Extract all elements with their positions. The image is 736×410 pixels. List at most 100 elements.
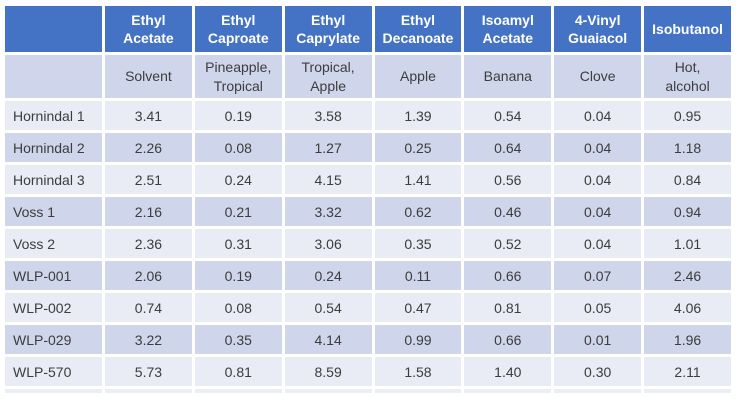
column-header-ethyl-caproate: Ethyl Caproate: [191, 3, 285, 55]
row-label: WLP-029: [2, 322, 105, 357]
value-cell: 3.58: [281, 98, 375, 133]
row-label: Hornindal 2: [2, 130, 105, 165]
value-cell: 0.08: [191, 130, 285, 165]
value-cell: 2.46: [641, 258, 734, 293]
value-cell: 0.66: [461, 258, 555, 293]
column-header-ethyl-caprylate: Ethyl Caprylate: [281, 3, 375, 55]
value-cell: 0.04: [551, 226, 645, 261]
value-cell: 0.54: [461, 98, 555, 133]
row-label: Voss 2: [2, 226, 105, 261]
column-header-isoamyl-acetate: Isoamyl Acetate: [461, 3, 555, 55]
value-cell: 0.35: [191, 322, 285, 357]
value-cell: 0.54: [281, 290, 375, 325]
value-cell: 1.41: [371, 162, 465, 197]
value-cell: 2.06: [102, 258, 195, 293]
value-cell: 0.08: [191, 290, 285, 325]
value-cell: 0.31: [191, 226, 285, 261]
value-cell: 0.94: [641, 194, 734, 229]
table-row: Voss 1 2.16 0.21 3.32 0.62 0.46 0.04 0.94: [2, 194, 734, 229]
value-cell: 1.01: [641, 226, 734, 261]
row-label: Hornindal 1: [2, 98, 105, 133]
row-label: WLP-570: [2, 354, 105, 389]
value-cell: 0.04: [551, 194, 645, 229]
value-cell: 1.58: [371, 354, 465, 389]
value-cell: 3.41: [102, 98, 195, 133]
value-cell: 0.05: [551, 290, 645, 325]
table-row: Hornindal 2 2.26 0.08 1.27 0.25 0.64 0.04 1.18: [2, 130, 734, 165]
column-descriptor: Pineapple, Tropical: [191, 52, 285, 101]
column-descriptor: Apple: [371, 52, 465, 101]
value-cell: 3.06: [281, 226, 375, 261]
value-cell: 0.47: [371, 290, 465, 325]
value-cell: 4.06: [641, 290, 734, 325]
value-cell: 0.04: [551, 130, 645, 165]
value-cell: 0.30: [551, 354, 645, 389]
value-cell: 0.04: [551, 98, 645, 133]
value-cell: 0.74: [102, 290, 195, 325]
value-cell: 1.39: [371, 98, 465, 133]
value-cell: 0.25: [371, 130, 465, 165]
value-cell: 2.51: [102, 162, 195, 197]
value-cell: 1.40: [461, 354, 555, 389]
value-cell: 4.15: [281, 162, 375, 197]
value-cell: 0.19: [191, 98, 285, 133]
corner-cell: [2, 3, 105, 55]
column-descriptor: Tropical, Apple: [281, 52, 375, 101]
descriptor-blank-cell: [2, 52, 105, 101]
value-cell: 0.52: [461, 226, 555, 261]
table-row: WLP-029 3.22 0.35 4.14 0.99 0.66 0.01 1.96: [2, 322, 734, 357]
value-cell: 0.01: [551, 322, 645, 357]
value-cell: 2.26: [102, 130, 195, 165]
column-descriptor: Banana: [461, 52, 555, 101]
descriptor-row: Solvent Pineapple, Tropical Tropical, Ap…: [2, 52, 734, 101]
value-cell: 3.32: [281, 194, 375, 229]
value-cell: 2.16: [102, 194, 195, 229]
table-row: Hornindal 1 3.41 0.19 3.58 1.39 0.54 0.04 0.95: [2, 98, 734, 133]
value-cell: 2.36: [102, 226, 195, 261]
column-header-ethyl-acetate: Ethyl Acetate: [102, 3, 195, 55]
column-descriptor: Solvent: [102, 52, 195, 101]
flavor-compound-table: Ethyl Acetate Ethyl Caproate Ethyl Capry…: [2, 3, 734, 393]
column-header-4-vinyl-guaiacol: 4-Vinyl Guaiacol: [551, 3, 645, 55]
row-label: WLP-001: [2, 258, 105, 293]
table-row: Hornindal 3 2.51 0.24 4.15 1.41 0.56 0.04 0.84: [2, 162, 734, 197]
partial-bottom-row: [2, 386, 734, 393]
value-cell: 0.35: [371, 226, 465, 261]
value-cell: 3.22: [102, 322, 195, 357]
value-cell: 0.81: [461, 290, 555, 325]
value-cell: 0.81: [191, 354, 285, 389]
column-descriptor: Hot, alcohol: [641, 52, 734, 101]
table-row: WLP-570 5.73 0.81 8.59 1.58 1.40 0.30 2.11: [2, 354, 734, 389]
value-cell: 0.04: [551, 162, 645, 197]
value-cell: 8.59: [281, 354, 375, 389]
value-cell: 1.96: [641, 322, 734, 357]
value-cell: 0.46: [461, 194, 555, 229]
value-cell: 5.73: [102, 354, 195, 389]
value-cell: 2.11: [641, 354, 734, 389]
value-cell: 0.19: [191, 258, 285, 293]
row-label: WLP-002: [2, 290, 105, 325]
value-cell: 1.27: [281, 130, 375, 165]
value-cell: 0.95: [641, 98, 734, 133]
value-cell: 1.18: [641, 130, 734, 165]
value-cell: 0.64: [461, 130, 555, 165]
value-cell: 0.62: [371, 194, 465, 229]
table-row: Voss 2 2.36 0.31 3.06 0.35 0.52 0.04 1.01: [2, 226, 734, 261]
value-cell: 0.66: [461, 322, 555, 357]
column-header-ethyl-decanoate: Ethyl Decanoate: [371, 3, 465, 55]
value-cell: 0.07: [551, 258, 645, 293]
column-header-isobutanol: Isobutanol: [641, 3, 734, 55]
header-row: Ethyl Acetate Ethyl Caproate Ethyl Capry…: [2, 3, 734, 55]
column-descriptor: Clove: [551, 52, 645, 101]
value-cell: 0.56: [461, 162, 555, 197]
value-cell: 0.11: [371, 258, 465, 293]
value-cell: 0.84: [641, 162, 734, 197]
row-label: Voss 1: [2, 194, 105, 229]
value-cell: 4.14: [281, 322, 375, 357]
value-cell: 0.24: [191, 162, 285, 197]
value-cell: 0.21: [191, 194, 285, 229]
table-row: WLP-002 0.74 0.08 0.54 0.47 0.81 0.05 4.06: [2, 290, 734, 325]
value-cell: 0.99: [371, 322, 465, 357]
value-cell: 0.24: [281, 258, 375, 293]
row-label: Hornindal 3: [2, 162, 105, 197]
